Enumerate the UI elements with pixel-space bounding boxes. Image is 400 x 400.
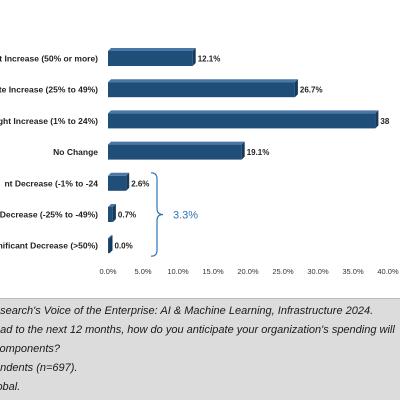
bar-front-face	[108, 238, 110, 254]
category-label-0: t Increase (50% or more)	[0, 54, 98, 64]
note-line-question: ead to the next 12 months, how do you an…	[0, 324, 395, 336]
category-label-6: nificant Decrease (>50%)	[0, 241, 98, 251]
note-line-question-cont: components?	[0, 343, 61, 355]
note-line-source: esearch's Voice of the Enterprise: AI & …	[0, 305, 374, 317]
x-tick-label-1: 5.0%	[134, 267, 151, 276]
value-label-2: 38	[380, 117, 389, 126]
bar-side-face	[112, 204, 116, 222]
value-label-0: 12.1%	[198, 55, 221, 64]
bar-top-face	[108, 172, 130, 176]
value-label-4: 2.6%	[131, 179, 149, 188]
category-label-3: No Change	[53, 147, 98, 157]
x-tick-label-8: 40.0%	[377, 267, 399, 276]
chart-area: t Increase (50% or more) 12.1% te Increase…	[0, 48, 399, 276]
note-line-region: lobal.	[0, 381, 21, 393]
bar-side-face	[109, 235, 113, 254]
value-label-3: 19.1%	[247, 148, 270, 157]
bar-0	[108, 48, 196, 66]
x-tick-label-2: 10.0%	[167, 267, 189, 276]
bar-5	[108, 204, 116, 222]
bar-top-face	[108, 141, 245, 145]
value-label-5: 0.7%	[118, 211, 136, 220]
bar-4	[108, 172, 130, 191]
bar-front-face	[108, 113, 376, 129]
bar-top-face	[108, 204, 116, 207]
bar-top-face	[108, 110, 379, 114]
labels-layer: t Increase (50% or more) 12.1% te Increase…	[0, 54, 390, 251]
brace-bracket	[150, 172, 164, 257]
bar-1	[108, 79, 298, 98]
category-label-1: te Increase (25% to 49%)	[0, 85, 98, 95]
x-tick-label-3: 15.0%	[202, 267, 224, 276]
decrease-brace: 3.3%	[150, 172, 198, 257]
bar-top-face	[108, 79, 298, 83]
bar-3	[108, 141, 245, 160]
note-line-base: ondents (n=697).	[0, 362, 78, 374]
x-tick-label-5: 25.0%	[272, 267, 294, 276]
bar-chart: t Increase (50% or more) 12.1% te Increase…	[0, 48, 399, 276]
x-tick-label-7: 35.0%	[342, 267, 364, 276]
bar-6	[108, 235, 113, 254]
x-axis-ticks: 0.0% 5.0% 10.0% 15.0% 20.0% 25.0% 30.0% 35.0% 40…	[99, 267, 399, 276]
bar-front-face	[108, 144, 242, 160]
bar-front-face	[108, 51, 193, 66]
brace-total-label: 3.3%	[173, 210, 198, 222]
category-label-5: Decrease (-25% to -49%)	[0, 210, 98, 220]
x-tick-label-0: 0.0%	[99, 267, 116, 276]
bar-top-face	[108, 235, 113, 239]
category-label-4: nt Decrease (-1% to -24	[4, 178, 98, 188]
bar-side-face	[192, 48, 196, 66]
bar-2	[108, 110, 379, 129]
category-label-2: ght Increase (1% to 24%)	[0, 116, 98, 126]
bar-front-face	[108, 82, 295, 98]
bar-top-face	[108, 48, 196, 51]
bar-side-face	[294, 79, 298, 98]
bar-side-face	[375, 110, 379, 129]
source-notes: esearch's Voice of the Enterprise: AI & …	[0, 298, 400, 400]
bar-side-face	[126, 172, 130, 191]
bar-front-face	[108, 207, 113, 222]
bar-side-face	[241, 141, 245, 160]
value-label-1: 26.7%	[300, 86, 323, 95]
x-tick-label-4: 20.0%	[237, 267, 259, 276]
bars-layer	[108, 48, 379, 254]
value-label-6: 0.0%	[115, 242, 133, 251]
bar-front-face	[108, 175, 127, 191]
x-tick-label-6: 30.0%	[307, 267, 329, 276]
